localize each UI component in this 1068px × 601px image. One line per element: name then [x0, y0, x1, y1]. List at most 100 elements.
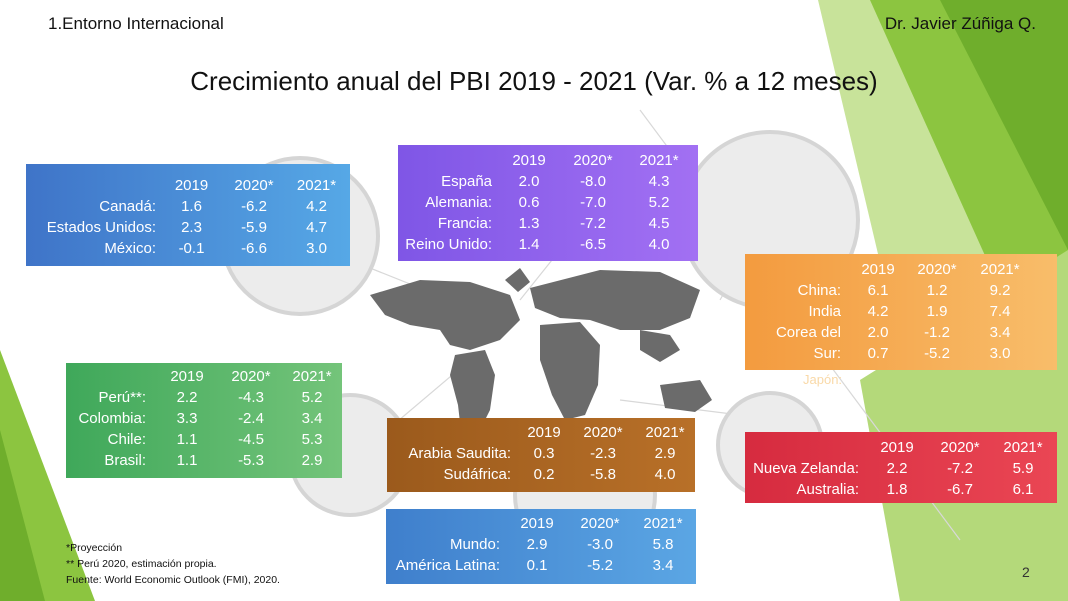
value-cell: 5.2	[301, 389, 323, 406]
country-label: Nueva Zelanda:	[753, 460, 859, 477]
country-label: Canadá:	[99, 198, 156, 215]
value-cell: -7.0	[580, 194, 606, 211]
country-label: Chile:	[107, 431, 146, 448]
value-cell: -5.2	[924, 345, 950, 362]
panel-world: 2019 2020* 2021* Mundo: 2.9 -3.0 5.8 Amé…	[386, 509, 696, 584]
value-cell: 2.0	[518, 173, 540, 190]
panel-oceania: 2019 2020* 2021* Nueva Zelanda: 2.2 -7.2…	[745, 432, 1057, 503]
value-cell: -6.6	[241, 240, 267, 257]
country-label: Mundo:	[449, 536, 500, 553]
country-label: Estados Unidos:	[46, 219, 156, 236]
value-cell: -3.0	[587, 536, 613, 553]
section-label: 1.Entorno Internacional	[48, 14, 224, 33]
year-header: 2019	[170, 367, 204, 385]
country-label: Arabia Saudita:	[408, 445, 511, 462]
year-header: 2020*	[940, 438, 980, 456]
country-label: India	[808, 303, 841, 320]
year-header: 2019	[527, 423, 561, 441]
value-cell: 3.0	[989, 345, 1011, 362]
panel-south-america: 2019 2020* 2021* Perú**: 2.2 -4.3 5.2 Co…	[66, 363, 342, 478]
value-cell: 4.2	[306, 198, 327, 215]
value-cell: -2.4	[238, 410, 264, 427]
year-header: 2021*	[639, 151, 679, 169]
value-cell: -0.1	[178, 240, 205, 257]
year-header: 2019	[880, 438, 914, 456]
value-cell: 3.0	[306, 240, 327, 257]
panel-europe: 2019 2020* 2021* España 2.0 -8.0 4.3 Ale…	[398, 145, 698, 261]
country-label: Alemania:	[425, 194, 492, 211]
value-cell: 3.3	[176, 410, 198, 427]
year-header: 2019	[512, 151, 546, 169]
value-cell: 1.3	[518, 215, 540, 232]
value-cell: -5.2	[587, 557, 613, 574]
value-cell: -5.3	[238, 452, 264, 469]
country-label: Australia:	[796, 481, 859, 498]
value-cell: 1.6	[181, 198, 202, 215]
country-label: Colombia:	[78, 410, 146, 427]
country-label: España	[441, 173, 492, 190]
footnote-source: Fuente: World Economic Outlook (FMI), 20…	[66, 574, 280, 586]
year-header: 2020*	[234, 176, 274, 194]
year-header: 2020*	[573, 151, 613, 169]
slide-title: Crecimiento anual del PBI 2019 - 2021 (V…	[190, 66, 878, 96]
country-label: Reino Unido:	[405, 236, 492, 253]
country-label: México:	[104, 240, 156, 257]
year-header: 2020*	[583, 423, 623, 441]
value-cell: 2.0	[867, 324, 889, 341]
country-label: Corea del	[775, 324, 841, 341]
value-cell: -5.8	[590, 466, 616, 483]
value-cell: 5.3	[301, 431, 323, 448]
value-cell: 4.0	[648, 236, 670, 253]
year-header: 2020*	[917, 260, 957, 278]
value-cell: 6.1	[1012, 481, 1034, 498]
value-cell: 2.9	[301, 452, 323, 469]
year-header: 2021*	[980, 260, 1020, 278]
footnote-projection: *Proyección	[66, 542, 123, 554]
value-cell: 1.9	[926, 303, 948, 320]
country-label: Sudáfrica:	[443, 466, 511, 483]
country-label: América Latina:	[395, 557, 500, 574]
year-header: 2019	[520, 514, 554, 532]
country-label: Perú**:	[98, 389, 146, 406]
country-label: Sur:	[813, 345, 841, 362]
value-cell: -6.5	[580, 236, 606, 253]
value-cell: 3.4	[301, 410, 323, 427]
value-cell: 0.3	[533, 445, 555, 462]
value-cell: 5.8	[652, 536, 674, 553]
year-header: 2020*	[231, 367, 271, 385]
value-cell: 6.1	[867, 282, 889, 299]
value-cell: -4.3	[238, 389, 264, 406]
value-cell: 1.2	[926, 282, 948, 299]
panel-north-america: 2019 2020* 2021* Canadá: 1.6 -6.2 4.2 Es…	[26, 164, 350, 266]
value-cell: 0.7	[867, 345, 889, 362]
value-cell: 4.7	[306, 219, 327, 236]
value-cell: 9.2	[989, 282, 1011, 299]
value-cell: -1.2	[924, 324, 950, 341]
value-cell: -7.2	[580, 215, 606, 232]
value-cell: 0.6	[518, 194, 540, 211]
year-header: 2020*	[580, 514, 620, 532]
year-header: 2021*	[645, 423, 685, 441]
value-cell: -2.3	[590, 445, 616, 462]
value-cell: 4.3	[648, 173, 670, 190]
value-cell: 5.9	[1012, 460, 1034, 477]
value-cell: 2.3	[181, 219, 202, 236]
value-cell: 2.2	[886, 460, 908, 477]
country-label: Francia:	[437, 215, 492, 232]
country-label: Brasil:	[104, 452, 146, 469]
value-cell: 1.4	[518, 236, 540, 253]
value-cell: -5.9	[241, 219, 267, 236]
value-cell: -4.5	[238, 431, 264, 448]
year-header: 2019	[861, 260, 895, 278]
year-header: 2021*	[292, 367, 332, 385]
value-cell: -6.7	[947, 481, 973, 498]
value-cell: 3.4	[989, 324, 1011, 341]
value-cell: -8.0	[580, 173, 606, 190]
value-cell: 1.1	[176, 431, 198, 448]
value-cell: 4.5	[648, 215, 670, 232]
panel-middle-east-africa: 2019 2020* 2021* Arabia Saudita: 0.3 -2.…	[387, 418, 695, 492]
value-cell: 2.9	[654, 445, 676, 462]
value-cell: 2.9	[526, 536, 548, 553]
value-cell: 2.2	[176, 389, 198, 406]
overflow-label: Japón:	[803, 372, 843, 387]
